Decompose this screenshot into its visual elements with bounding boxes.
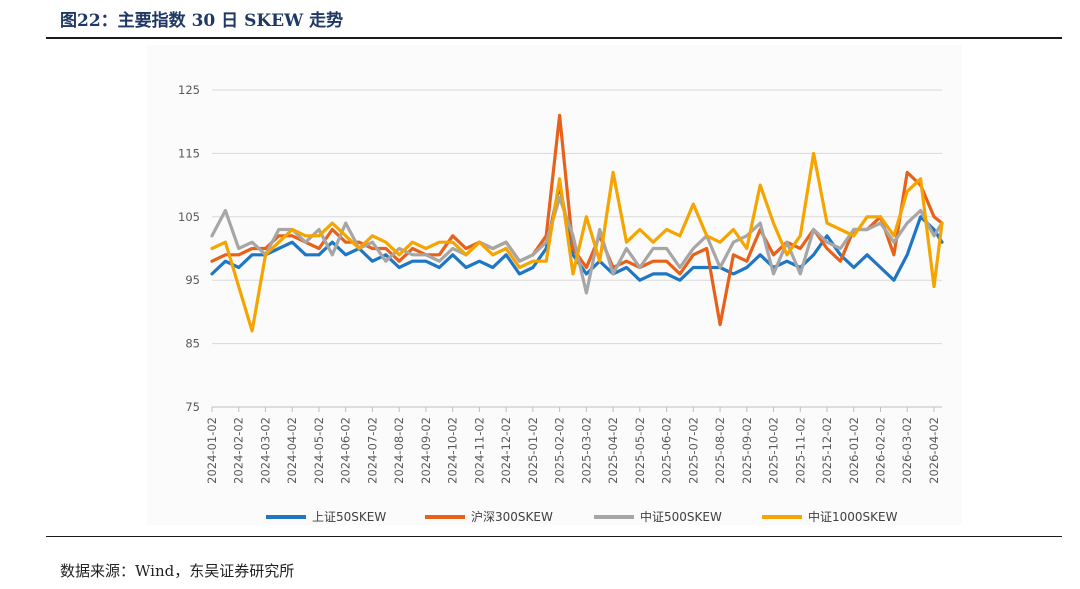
x-tick-label: 2025-08-02	[713, 417, 727, 484]
legend-label: 上证50SKEW	[312, 510, 386, 524]
legend: 上证50SKEW 沪深300SKEW 中证500SKEW 中证1000SKEW	[266, 509, 898, 524]
data-source-note: 数据来源：Wind，东吴证券研究所	[60, 562, 295, 580]
top-rule	[46, 37, 1062, 39]
x-tick-label: 2026-02-02	[873, 417, 887, 484]
x-tick-label: 2024-01-02	[205, 417, 219, 484]
series-line-3	[210, 151, 944, 333]
legend-label: 中证1000SKEW	[808, 509, 898, 524]
gridlines	[212, 89, 942, 408]
legend-label: 中证500SKEW	[640, 509, 722, 524]
x-tick-label: 2026-01-02	[847, 417, 861, 484]
series-lines	[210, 113, 944, 333]
x-tick-label: 2024-07-02	[365, 417, 379, 484]
x-tick-label: 2025-04-02	[606, 417, 620, 484]
x-tick-label: 2024-11-02	[472, 417, 486, 484]
series-line-2	[210, 196, 944, 295]
x-axis-ticks: 2024-01-02 2024-02-02 2024-03-02 2024-04-02…	[205, 407, 941, 484]
y-axis-ticks: 125 115 105 95 85 75	[178, 83, 200, 414]
y-tick-label: 75	[185, 400, 200, 414]
series-line-1	[210, 113, 944, 327]
figure-title: 图22：主要指数 30 日 SKEW 走势	[60, 11, 344, 31]
x-tick-label: 2024-04-02	[285, 417, 299, 484]
x-tick-label: 2024-03-02	[258, 417, 272, 484]
x-tick-label: 2024-05-02	[312, 417, 326, 484]
x-tick-label: 2024-08-02	[392, 417, 406, 484]
y-tick-label: 85	[185, 337, 200, 351]
x-tick-label: 2025-06-02	[660, 417, 674, 484]
x-tick-label: 2025-10-02	[767, 417, 781, 484]
bottom-rule	[46, 536, 1062, 537]
x-tick-label: 2025-11-02	[793, 417, 807, 484]
x-tick-label: 2024-10-02	[446, 417, 460, 484]
x-tick-label: 2026-03-02	[900, 417, 914, 484]
y-tick-label: 105	[178, 210, 200, 224]
y-tick-label: 95	[185, 273, 200, 287]
x-tick-label: 2024-12-02	[499, 417, 513, 484]
x-tick-label: 2024-06-02	[339, 417, 353, 484]
x-tick-label: 2025-03-02	[579, 417, 593, 484]
x-tick-label: 2024-09-02	[419, 417, 433, 484]
plot-background	[147, 45, 962, 525]
y-tick-label: 115	[178, 146, 200, 160]
x-tick-label: 2025-05-02	[633, 417, 647, 484]
x-tick-label: 2026-04-02	[927, 417, 941, 484]
x-tick-label: 2025-07-02	[686, 417, 700, 484]
legend-label: 沪深300SKEW	[471, 510, 553, 524]
x-tick-label: 2024-02-02	[232, 417, 246, 484]
x-tick-label: 2025-01-02	[526, 417, 540, 484]
x-tick-label: 2025-09-02	[740, 417, 754, 484]
y-tick-label: 125	[178, 83, 200, 97]
x-tick-label: 2025-12-02	[820, 417, 834, 484]
x-tick-label: 2025-02-02	[553, 417, 567, 484]
